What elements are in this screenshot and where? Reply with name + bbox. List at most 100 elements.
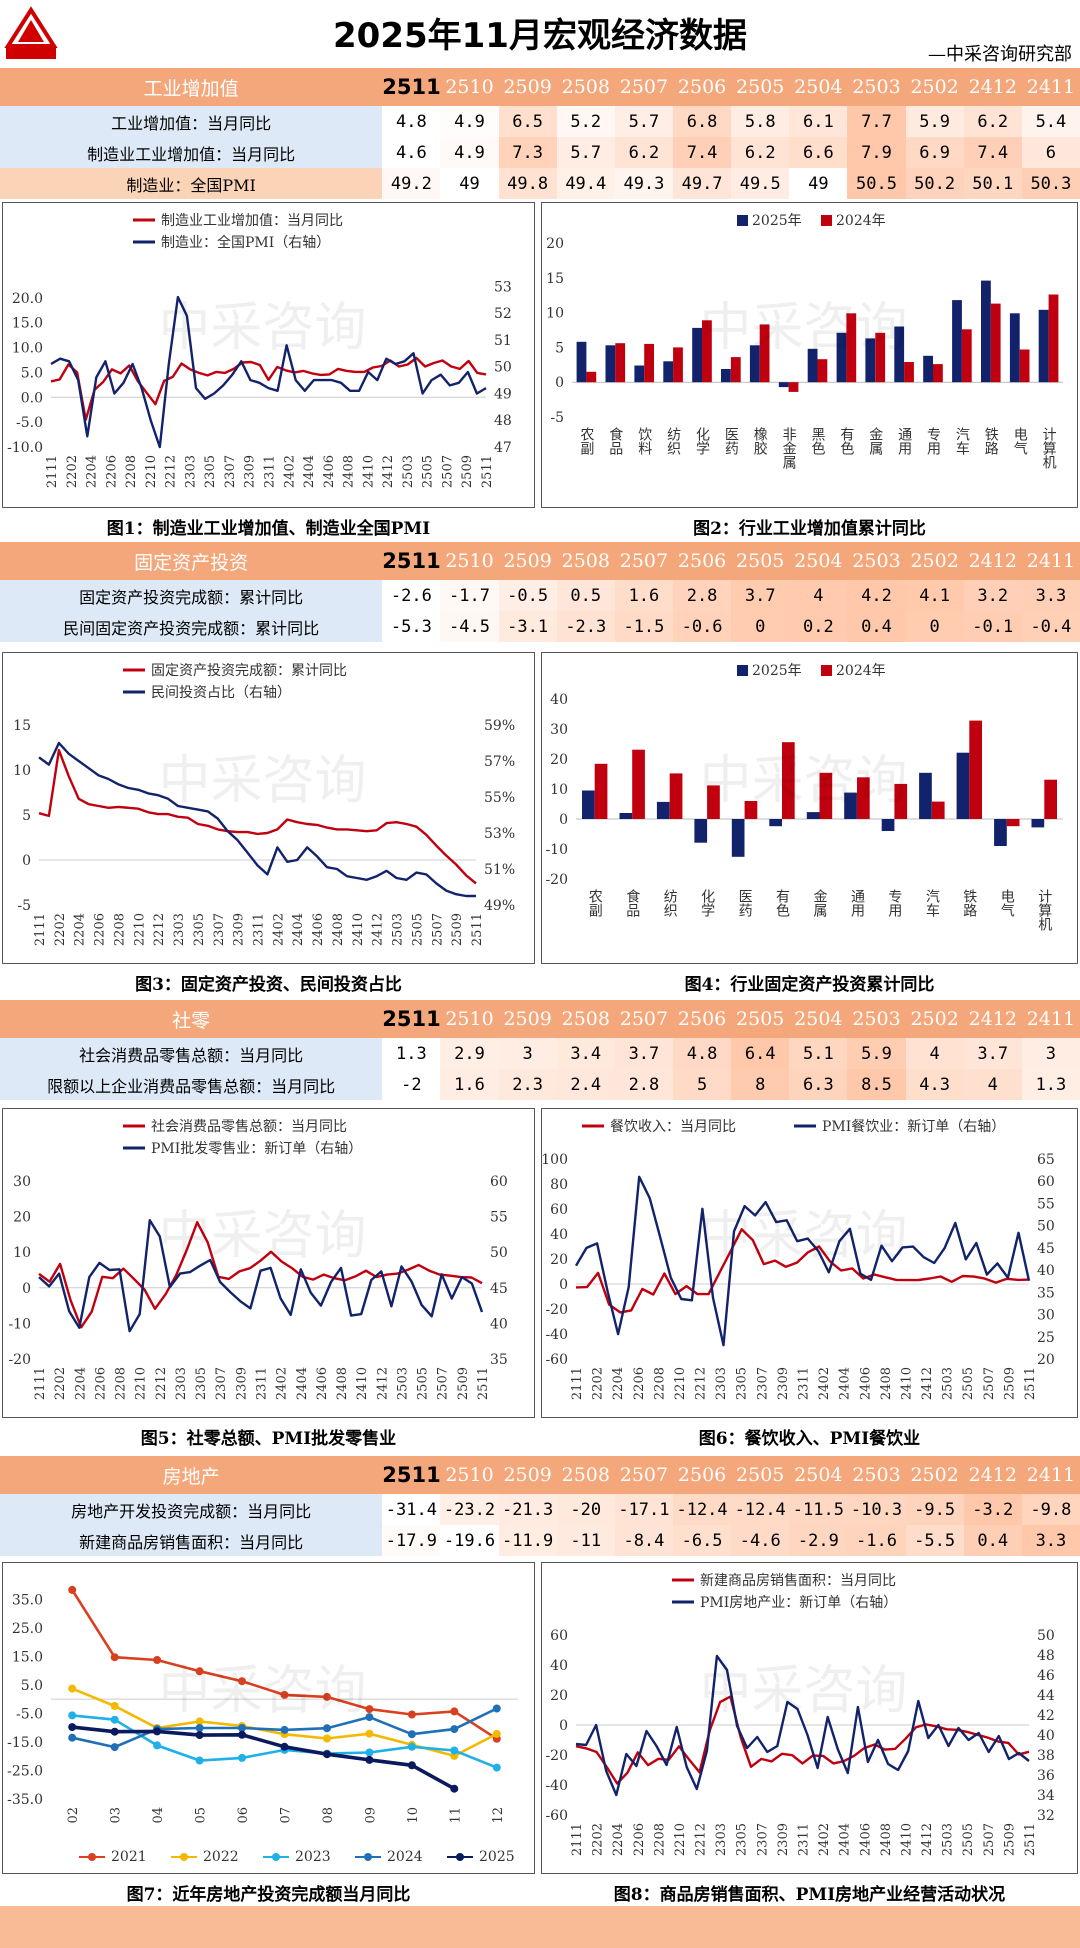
value-cell: -5.3 xyxy=(382,611,441,642)
month-header: 2508 xyxy=(556,1456,615,1494)
month-header: 2505 xyxy=(731,1456,790,1494)
x-tick-label: 2309 xyxy=(234,1367,249,1400)
y-tick-label: 10 xyxy=(550,782,568,798)
value-cell: 6.9 xyxy=(905,137,964,168)
value-cell: 0.4 xyxy=(963,1525,1022,1556)
row-label: 房地产开发投资完成额：当月同比 xyxy=(0,1494,383,1525)
chart-svg: 40 30 20 10 0 -10 -20 农副 食品 纺织 化学 医药 有色 金属 通用 专用 汽车 铁路 电气计… xyxy=(545,663,1063,932)
value-cell: 5.1 xyxy=(789,1038,848,1069)
x-tick-label: 2402 xyxy=(271,913,286,946)
value-cell: -0.6 xyxy=(673,611,732,642)
legend-label: 2024 xyxy=(387,1849,423,1865)
x-tick-label: 2208 xyxy=(114,1367,129,1400)
y-tick-label: 20 xyxy=(550,752,568,768)
series-point xyxy=(238,1677,246,1686)
legend-swatch xyxy=(821,215,832,226)
chart-panel-fig5: 30 20 10 0 -10 -20 60 55 50 45 40 35 2111 2202 2204 220… xyxy=(2,1108,535,1418)
bar xyxy=(904,362,914,383)
value-cell: -19.6 xyxy=(440,1525,499,1556)
legend-label: 2022 xyxy=(203,1849,239,1865)
month-header: 2510 xyxy=(440,68,499,106)
y-tick-label: 60 xyxy=(550,1202,568,1218)
y-tick-label: -10 xyxy=(8,1316,31,1332)
x-tick-label: 2311 xyxy=(797,1823,812,1856)
value-cell: -0.1 xyxy=(963,611,1022,642)
category-label: 医药 xyxy=(723,427,739,455)
y-tick-label: 60 xyxy=(550,1628,568,1644)
value-cell: 6.2 xyxy=(731,137,790,168)
y-tick-label: 15 xyxy=(546,271,564,287)
y-tick-label: 25.0 xyxy=(12,1621,43,1637)
x-tick-label: 2111 xyxy=(570,1367,585,1400)
value-cell: 4.9 xyxy=(440,106,499,137)
x-tick-label: 2402 xyxy=(282,455,297,488)
bar xyxy=(819,772,833,819)
y2-tick-label: 50 xyxy=(494,360,512,376)
series-point xyxy=(492,1763,501,1772)
x-tick-label: 2410 xyxy=(899,1823,914,1856)
chart-panel-fig8: 60 40 20 0 -20 -40 -60 50 48 46 44 42 40 38 36 34 32 2111… xyxy=(541,1562,1078,1874)
y-tick-label: 5 xyxy=(555,340,564,356)
y2-tick-label: 60 xyxy=(490,1174,508,1190)
x-tick-label: 2408 xyxy=(879,1367,894,1400)
y-tick-label: -10.0 xyxy=(7,440,43,456)
bar xyxy=(769,819,782,827)
series-point xyxy=(365,1705,374,1714)
bar xyxy=(634,365,645,383)
y-tick-label: -40 xyxy=(545,1327,568,1343)
x-tick-label: 2210 xyxy=(144,455,159,488)
x-tick-label: 2212 xyxy=(694,1367,709,1400)
page-title: 2025年11月宏观经济数据 xyxy=(333,16,747,56)
x-tick-label: 2503 xyxy=(391,913,406,946)
x-tick-label: 2507 xyxy=(982,1823,997,1856)
y-tick-label: -5 xyxy=(550,410,564,426)
bar xyxy=(981,280,991,383)
x-tick-label: 2408 xyxy=(879,1823,894,1856)
value-cell: 4 xyxy=(789,580,848,611)
value-cell: 6.6 xyxy=(789,137,848,168)
series-line xyxy=(574,1175,1031,1347)
legend-label: 制造业工业增加值：当月同比 xyxy=(161,213,343,229)
value-cell: 5.2 xyxy=(556,106,615,137)
y-tick-label: 15 xyxy=(13,718,31,734)
footer-bar xyxy=(0,1906,1080,1948)
category-label: 食品 xyxy=(624,888,640,917)
x-tick-label: 2111 xyxy=(45,455,60,488)
y-tick-label: 20 xyxy=(13,1210,31,1226)
x-tick-label: 2204 xyxy=(85,455,100,488)
x-tick-label: 2404 xyxy=(838,1823,853,1856)
y2-tick-label: 46 xyxy=(1037,1668,1055,1684)
chart-svg: 35.0 25.0 15.0 5.0 -5.0 -15.0 -25.0 -35.0 02 03 04… xyxy=(7,1585,518,1865)
value-cell: 1.6 xyxy=(614,580,673,611)
value-cell: -1.6 xyxy=(847,1525,906,1556)
month-header: 2504 xyxy=(789,542,848,580)
y2-tick-label: 59% xyxy=(484,718,515,734)
series-point xyxy=(68,1711,77,1720)
value-cell: 8 xyxy=(731,1069,790,1100)
month-header: 2412 xyxy=(963,1000,1022,1038)
y2-tick-label: 40 xyxy=(1037,1263,1055,1279)
series-line xyxy=(38,748,477,885)
y-tick-label: 5 xyxy=(22,808,31,824)
bar xyxy=(994,819,1007,846)
month-header: 2511 xyxy=(382,68,441,106)
y-tick-label: 40 xyxy=(550,1658,568,1674)
y2-tick-label: 30 xyxy=(1037,1308,1055,1324)
bar xyxy=(1044,779,1057,819)
x-tick-label: 2305 xyxy=(192,913,207,946)
bar xyxy=(1006,819,1020,827)
y2-tick-label: 55% xyxy=(484,790,515,806)
x-tick-label: 2210 xyxy=(673,1367,688,1400)
x-tick-label: 2202 xyxy=(591,1367,606,1400)
legend-label: 餐饮收入：当月同比 xyxy=(610,1119,736,1135)
y-tick-label: 0.0 xyxy=(21,390,43,406)
series-line xyxy=(575,1228,1030,1314)
value-cell: 6.5 xyxy=(498,106,557,137)
y-tick-label: -15.0 xyxy=(7,1735,43,1751)
chart-svg: 20.0 15.0 10.0 5.0 0.0 -5.0 -10.0 53 52 51 50 49 48 4… xyxy=(7,213,512,488)
value-cell: 6 xyxy=(1021,137,1080,168)
series-point xyxy=(323,1692,331,1701)
bar xyxy=(721,369,731,383)
value-cell: -3.1 xyxy=(498,611,557,642)
x-tick-label: 2406 xyxy=(858,1823,873,1856)
